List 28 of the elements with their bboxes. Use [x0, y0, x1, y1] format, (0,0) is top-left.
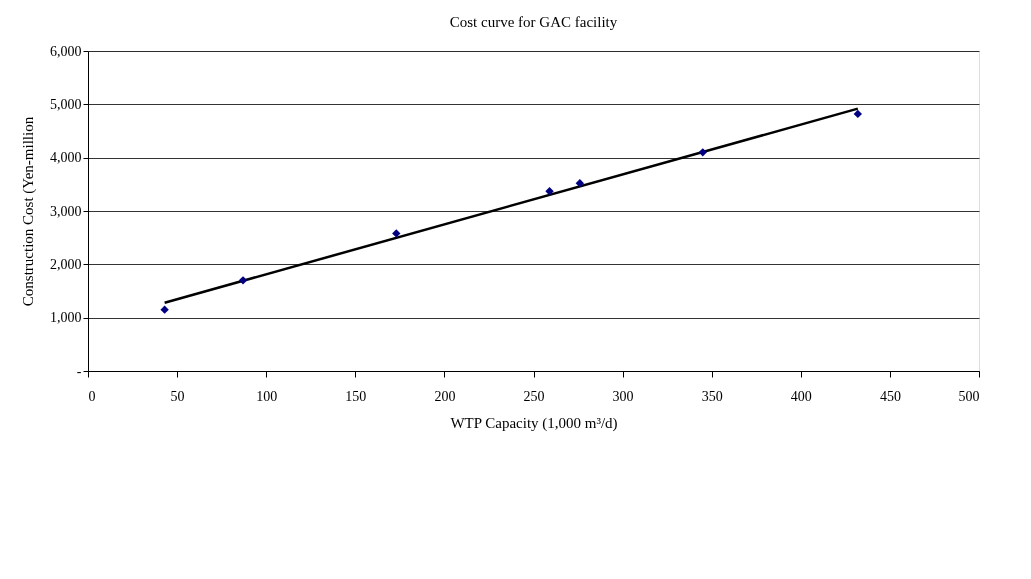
point	[392, 229, 401, 238]
y-tick-label: -	[76, 363, 82, 379]
chart-title: Cost curve for GAC facility	[449, 14, 618, 30]
x-tick-label: 200	[434, 388, 456, 404]
point	[160, 305, 169, 314]
x-tick-label: 400	[790, 388, 812, 404]
point	[238, 276, 248, 285]
x-tick-label: 0	[88, 388, 96, 404]
point	[853, 109, 863, 119]
x-tick-label: 300	[612, 388, 634, 404]
point	[698, 148, 707, 157]
x-tick-label: 100	[256, 388, 278, 404]
y-tick-label: 3,000	[50, 203, 82, 219]
x-tick-label: 450	[879, 388, 901, 404]
y-axis-title: Construction Cost (Yen-million	[20, 116, 37, 307]
point	[545, 187, 554, 196]
x-tick-label: 250	[523, 388, 545, 404]
y-tick-label: 5,000	[50, 96, 82, 112]
x-tick-label: 150	[345, 388, 367, 404]
y-tick-label: 6,000	[50, 43, 82, 59]
y-tick-label: 2,000	[50, 256, 82, 272]
x-tick-label: 350	[701, 388, 723, 404]
point	[575, 179, 585, 188]
y-tick-label: 1,000	[50, 310, 82, 326]
x-tick-label: 50	[170, 388, 185, 404]
y-tick-label: 4,000	[50, 150, 82, 166]
x-axis-title: WTP Capacity (1,000 m³/d)	[450, 414, 618, 432]
x-tick-label: 500	[958, 388, 980, 404]
